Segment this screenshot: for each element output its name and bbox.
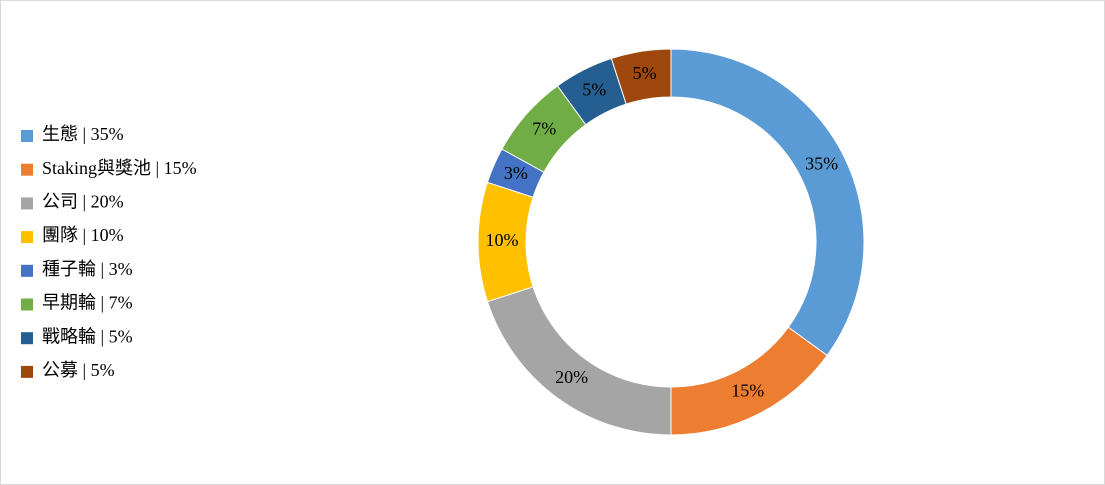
data-label: 3% xyxy=(504,163,528,183)
legend-label: 公募 | 5% xyxy=(42,360,115,380)
legend-label: 公司 | 20% xyxy=(42,192,124,212)
legend-swatch xyxy=(21,365,33,378)
legend-label: 種子輪 | 3% xyxy=(42,259,133,279)
legend-swatch xyxy=(21,231,33,244)
legend-swatch xyxy=(21,163,33,176)
legend-label: Staking與獎池 | 15% xyxy=(42,158,197,178)
data-label: 20% xyxy=(555,367,588,387)
data-label: 35% xyxy=(805,153,838,173)
data-label: 15% xyxy=(731,381,764,401)
legend-swatch xyxy=(21,332,33,345)
legend-swatch xyxy=(21,130,33,142)
legend-swatch xyxy=(21,264,33,277)
data-label: 5% xyxy=(633,63,657,83)
legend-label: 戰略輪 | 5% xyxy=(42,326,133,346)
legend-label: 團隊 | 10% xyxy=(42,225,124,245)
legend-label: 早期輪 | 7% xyxy=(42,293,133,313)
legend-label: 生態 | 35% xyxy=(42,124,124,144)
data-label: 10% xyxy=(486,230,519,250)
legend-swatch xyxy=(21,298,33,311)
donut-segment xyxy=(610,48,672,105)
data-label: 7% xyxy=(532,118,556,138)
legend-swatch xyxy=(21,197,33,210)
donut-segment xyxy=(670,48,865,357)
data-label: 5% xyxy=(582,80,606,100)
